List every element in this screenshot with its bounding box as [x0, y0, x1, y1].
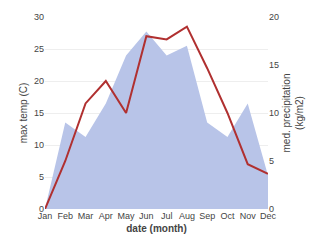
- svg-text:0: 0: [39, 204, 44, 214]
- svg-text:Apr: Apr: [99, 211, 113, 221]
- svg-text:Jan: Jan: [38, 211, 53, 221]
- svg-text:15: 15: [269, 60, 279, 70]
- svg-text:5: 5: [269, 156, 274, 166]
- svg-text:May: May: [118, 211, 136, 221]
- svg-text:15: 15: [34, 108, 44, 118]
- svg-text:Feb: Feb: [58, 211, 74, 221]
- svg-text:max temp (C): max temp (C): [18, 83, 29, 144]
- svg-text:Oct: Oct: [220, 211, 235, 221]
- svg-text:20: 20: [269, 12, 279, 22]
- svg-text:date (month): date (month): [126, 223, 187, 234]
- svg-text:30: 30: [34, 12, 44, 22]
- svg-text:25: 25: [34, 44, 44, 54]
- svg-text:Mar: Mar: [78, 211, 94, 221]
- svg-text:5: 5: [39, 172, 44, 182]
- svg-text:20: 20: [34, 76, 44, 86]
- svg-text:Sep: Sep: [199, 211, 215, 221]
- svg-text:Jun: Jun: [139, 211, 154, 221]
- svg-text:0: 0: [269, 204, 274, 214]
- svg-text:10: 10: [34, 140, 44, 150]
- svg-text:Nov: Nov: [240, 211, 257, 221]
- svg-text:Jul: Jul: [161, 211, 173, 221]
- svg-text:med. precipitation(kg/m2): med. precipitation(kg/m2): [281, 74, 305, 153]
- svg-text:Dec: Dec: [260, 211, 277, 221]
- svg-text:10: 10: [269, 108, 279, 118]
- svg-text:Aug: Aug: [179, 211, 195, 221]
